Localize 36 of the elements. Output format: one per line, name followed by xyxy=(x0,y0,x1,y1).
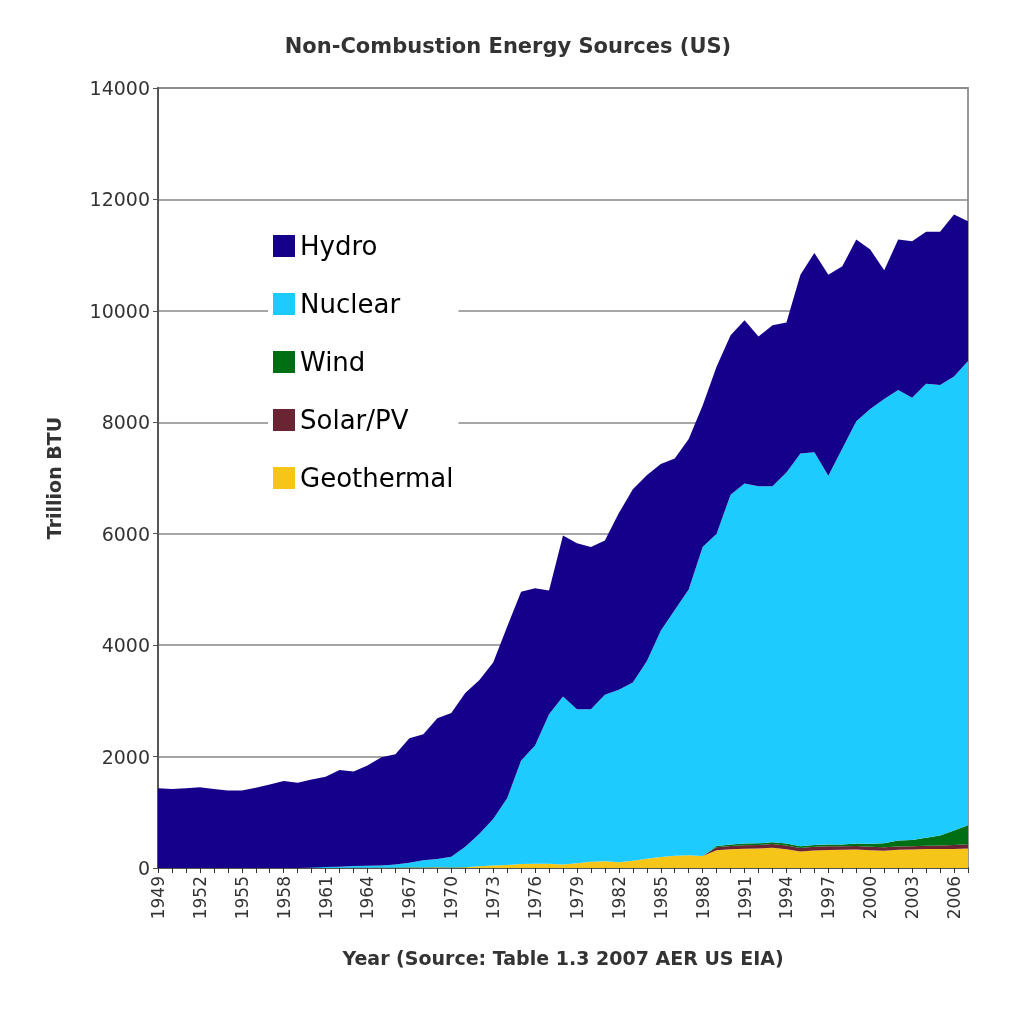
x-tick-label: 1997 xyxy=(818,876,839,920)
x-tick-label: 1973 xyxy=(483,876,504,920)
x-tick-label: 1955 xyxy=(231,876,252,920)
x-tick-label: 1982 xyxy=(608,876,629,920)
y-tick-label: 6000 xyxy=(101,522,150,545)
x-tick-label: 1967 xyxy=(399,876,420,920)
y-tick-label: 4000 xyxy=(101,634,150,657)
y-tick-label: 10000 xyxy=(89,299,150,322)
legend-label: Solar/PV xyxy=(300,405,409,435)
x-tick-label: 2003 xyxy=(902,876,923,920)
y-tick-label: 8000 xyxy=(101,411,150,434)
x-tick-label: 1985 xyxy=(650,876,671,920)
y-axis-title: Trillion BTU xyxy=(42,416,65,540)
y-tick-label: 14000 xyxy=(89,77,150,99)
chart-title: Non-Combustion Energy Sources (US) xyxy=(284,33,732,58)
x-tick-label: 1988 xyxy=(692,876,713,920)
y-tick-label: 0 xyxy=(137,857,150,879)
x-tick-label: 2006 xyxy=(944,876,965,920)
x-tick-label: 1994 xyxy=(776,876,797,920)
x-tick-label: 1976 xyxy=(525,876,546,920)
x-tick-label: 1964 xyxy=(357,876,378,920)
x-tick-label: 1970 xyxy=(441,876,462,920)
x-tick-label: 1991 xyxy=(734,876,755,920)
y-tick-label: 2000 xyxy=(101,745,150,768)
x-tick-label: 1958 xyxy=(273,876,294,920)
x-tick-label: 1979 xyxy=(566,876,587,920)
legend-label: Geothermal xyxy=(300,463,454,493)
legend-label: Hydro xyxy=(300,231,378,261)
x-axis-title: Year (Source: Table 1.3 2007 AER US EIA) xyxy=(341,946,784,969)
x-tick-label: 1952 xyxy=(189,876,210,920)
legend-label: Nuclear xyxy=(300,289,401,319)
legend-label: Wind xyxy=(300,347,366,377)
x-tick-label: 1961 xyxy=(315,876,336,920)
x-tick-label: 2000 xyxy=(860,876,881,920)
y-tick-label: 12000 xyxy=(89,188,150,211)
x-tick-label: 1949 xyxy=(148,876,168,920)
